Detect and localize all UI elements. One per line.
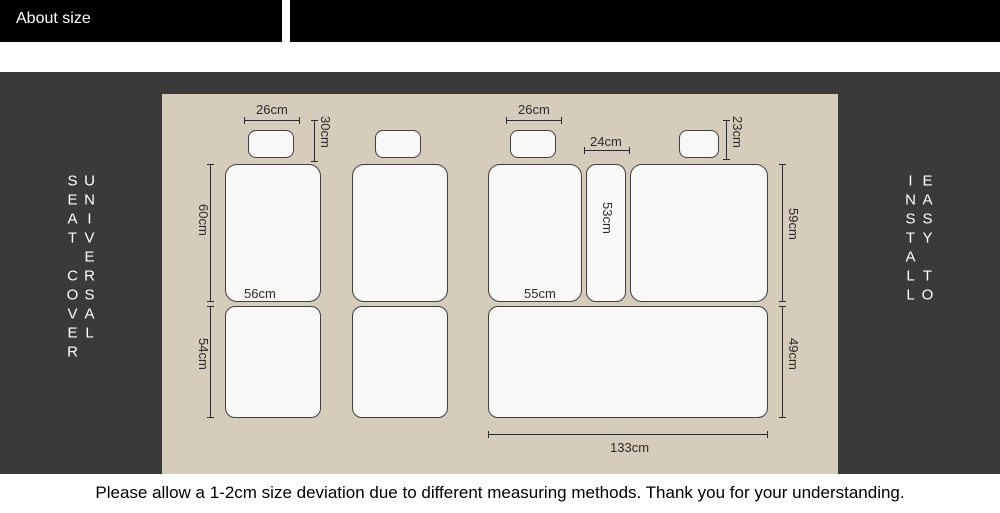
dim-54cm: 54cm: [196, 338, 211, 370]
dim-23cm-line: [726, 120, 727, 160]
diagram-box: 26cm 56cm 26cm 24cm 55cm 133cm 30cm 60cm 54cm 53c…: [162, 94, 838, 474]
front-right-back: [352, 164, 448, 302]
dim-59cm-line: [782, 164, 783, 302]
dim-133cm-line: [488, 434, 768, 435]
dim-53cm: 53cm: [600, 202, 615, 234]
dim-60cm: 60cm: [196, 204, 211, 236]
rear-left-back: [488, 164, 582, 302]
dim-24cm-line: [584, 150, 630, 151]
rear-bench: [488, 306, 768, 418]
dim-49cm: 49cm: [786, 338, 801, 370]
empty-tab-region: [290, 0, 1000, 42]
side-label-right: EASY TO INSTALL: [902, 173, 936, 374]
rear-left-headrest: [510, 130, 556, 158]
front-right-headrest: [375, 130, 421, 158]
dark-panel: UNIVERSAL SEAT COVER EASY TO INSTALL 26c…: [0, 72, 1000, 474]
dim-26cm-right: 26cm: [518, 102, 550, 117]
dim-55cm: 55cm: [524, 286, 556, 301]
about-size-tab: About size: [0, 0, 290, 42]
dim-59cm: 59cm: [786, 208, 801, 240]
dim-56cm: 56cm: [244, 286, 276, 301]
dim-26cm-left: 26cm: [256, 102, 288, 117]
dim-133cm: 133cm: [610, 440, 649, 455]
dim-26cm-left-line: [244, 120, 300, 121]
dim-23cm: 23cm: [730, 116, 745, 148]
front-right-seat: [352, 306, 448, 418]
top-tab-bar: About size: [0, 0, 1000, 42]
front-left-headrest: [248, 130, 294, 158]
dim-49cm-line: [782, 306, 783, 418]
dim-24cm: 24cm: [590, 134, 622, 149]
dim-30cm-line: [314, 120, 315, 162]
front-left-seat: [225, 306, 321, 418]
rear-right-headrest: [679, 130, 719, 158]
dim-30cm: 30cm: [318, 116, 333, 148]
dim-26cm-right-line: [506, 120, 562, 121]
footer-note: Please allow a 1-2cm size deviation due …: [0, 475, 1000, 513]
side-label-left: UNIVERSAL SEAT COVER: [64, 173, 98, 374]
rear-right-back: [630, 164, 768, 302]
front-left-back: [225, 164, 321, 302]
